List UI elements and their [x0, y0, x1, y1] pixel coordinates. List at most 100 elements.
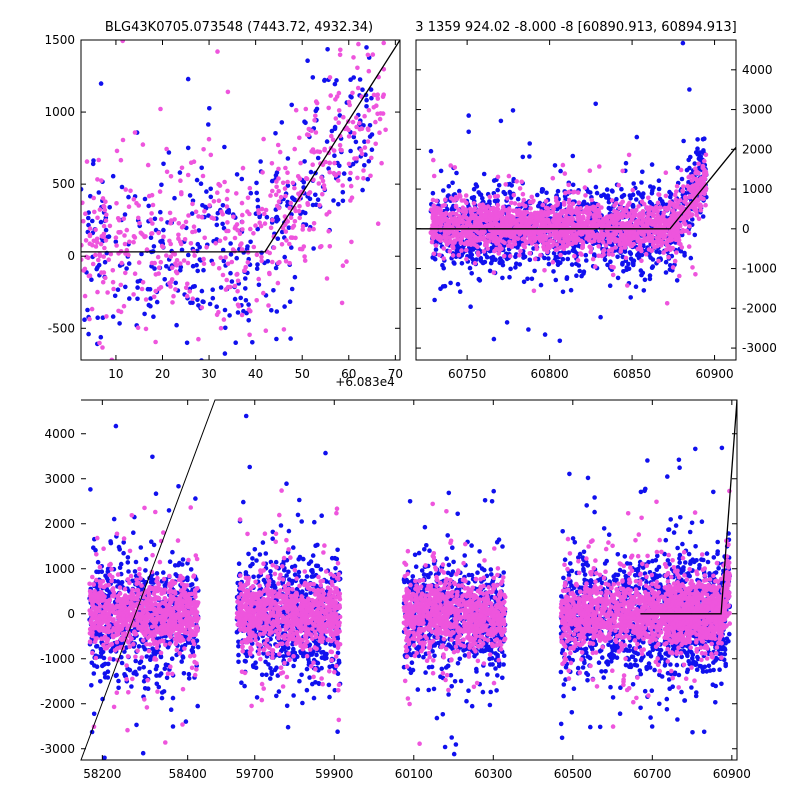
data-point — [600, 239, 606, 245]
data-point — [693, 150, 699, 155]
data-point — [347, 176, 353, 182]
data-point — [630, 216, 635, 221]
data-point — [646, 247, 652, 252]
data-point — [687, 224, 692, 229]
data-point — [215, 190, 220, 195]
data-point — [618, 233, 624, 239]
data-point — [693, 272, 698, 277]
data-point — [340, 189, 346, 195]
data-point — [242, 268, 247, 273]
data-point — [434, 205, 439, 211]
data-point — [202, 235, 207, 241]
x-tick-label: 40 — [248, 367, 263, 381]
data-point — [286, 225, 292, 230]
top-right-title: 3 1359 924.02 -8.000 -8 [60890.913, 6089… — [415, 20, 736, 35]
data-point — [126, 261, 132, 266]
data-point — [269, 178, 275, 184]
data-point — [202, 209, 207, 214]
data-point — [136, 215, 141, 221]
data-point — [459, 198, 465, 203]
data-point — [151, 294, 157, 300]
data-point — [224, 209, 230, 215]
data-point — [86, 222, 91, 228]
data-point — [199, 305, 205, 310]
data-point — [454, 170, 459, 176]
data-point — [113, 673, 119, 679]
data-point — [666, 254, 671, 260]
data-point — [624, 214, 629, 219]
data-point — [101, 223, 107, 229]
x-tick-label: 50 — [295, 367, 310, 381]
data-point — [456, 207, 462, 213]
data-point — [149, 231, 154, 236]
data-point — [148, 296, 153, 301]
data-point — [546, 261, 552, 267]
data-point — [287, 205, 293, 211]
y-tick-label: 0 — [742, 222, 750, 236]
data-point — [234, 255, 239, 261]
data-point — [569, 206, 574, 211]
data-point — [156, 271, 161, 276]
data-point — [142, 196, 148, 202]
data-point — [570, 182, 576, 188]
data-point — [312, 118, 317, 123]
data-point — [132, 569, 138, 574]
data-point — [491, 336, 497, 342]
data-point — [448, 163, 454, 168]
data-point — [315, 197, 321, 202]
data-point — [428, 148, 434, 154]
data-point — [598, 314, 603, 320]
data-point — [469, 252, 475, 258]
data-point — [609, 232, 614, 237]
data-point — [375, 96, 381, 101]
data-point — [240, 212, 245, 218]
data-point — [320, 178, 326, 184]
data-point — [459, 261, 465, 266]
data-point — [696, 161, 701, 167]
data-point — [262, 221, 268, 226]
data-point — [570, 216, 576, 222]
data-point — [81, 200, 85, 206]
data-point — [520, 191, 526, 197]
data-point — [580, 245, 585, 251]
data-point — [254, 252, 260, 258]
data-point — [552, 163, 558, 168]
data-point — [161, 570, 166, 575]
data-point — [657, 216, 662, 221]
data-point — [142, 647, 148, 652]
data-point — [207, 106, 212, 111]
data-point — [554, 206, 560, 212]
data-point — [174, 258, 180, 263]
data-point — [584, 205, 590, 210]
data-point — [437, 233, 443, 239]
data-point — [149, 539, 154, 544]
data-point — [668, 194, 673, 200]
data-point — [289, 286, 295, 292]
data-point — [182, 237, 188, 242]
y-tick-label: -1000 — [742, 262, 777, 276]
data-point — [247, 185, 253, 191]
data-point — [633, 221, 638, 227]
data-point — [549, 223, 555, 228]
data-point — [302, 159, 307, 164]
data-point — [304, 176, 310, 182]
data-point — [246, 302, 251, 307]
data-point — [690, 265, 695, 270]
data-point — [555, 233, 561, 238]
data-point — [123, 270, 128, 276]
data-point — [100, 345, 105, 350]
data-point — [164, 675, 170, 681]
data-point — [371, 92, 377, 98]
data-point — [377, 116, 383, 122]
data-point — [131, 292, 136, 297]
data-point — [656, 192, 662, 198]
data-point — [96, 157, 101, 163]
x-tick-label: 10 — [108, 367, 123, 381]
data-point — [528, 214, 533, 219]
data-point — [140, 750, 146, 756]
data-point — [84, 254, 89, 260]
data-point — [274, 170, 280, 175]
data-point — [239, 200, 245, 206]
data-point — [663, 270, 669, 275]
data-point — [534, 246, 540, 252]
